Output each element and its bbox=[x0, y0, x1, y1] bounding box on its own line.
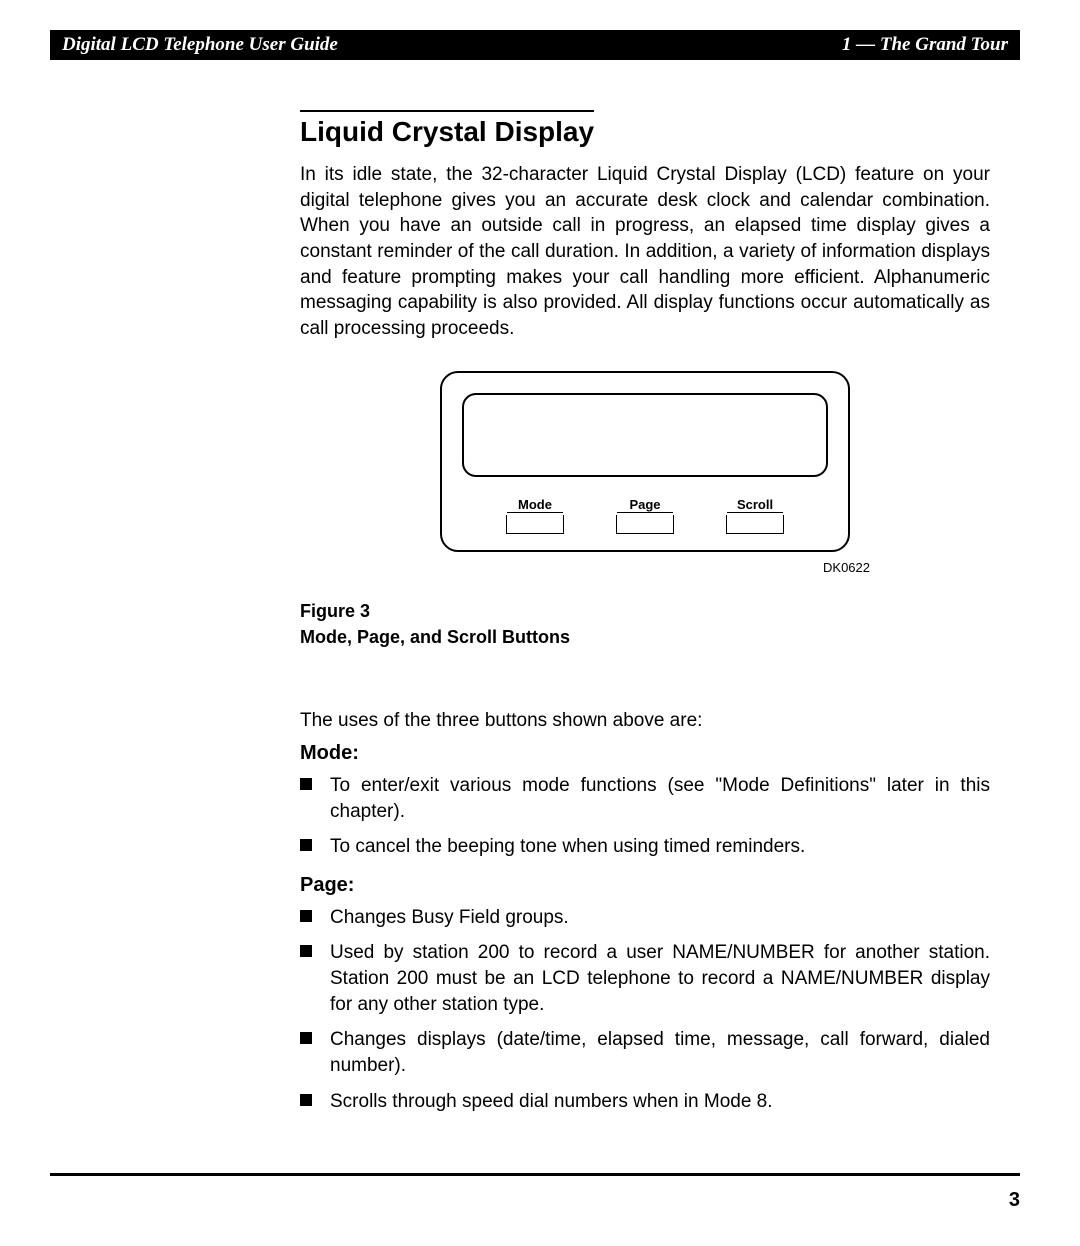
figure-id: DK0622 bbox=[300, 560, 870, 575]
list-item: Used by station 200 to record a user NAM… bbox=[300, 940, 990, 1017]
list-item-text: Used by station 200 to record a user NAM… bbox=[330, 940, 990, 1017]
list-item-text: Changes Busy Field groups. bbox=[330, 905, 990, 931]
button-row: Mode Page Scroll bbox=[462, 497, 828, 534]
bullet-icon bbox=[300, 778, 312, 790]
bullet-icon bbox=[300, 945, 312, 957]
list-item: Scrolls through speed dial numbers when … bbox=[300, 1089, 990, 1115]
list-item: Changes displays (date/time, elapsed tim… bbox=[300, 1027, 990, 1078]
lcd-device-outline: Mode Page Scroll bbox=[440, 371, 850, 552]
button-mode-box bbox=[506, 515, 564, 534]
figure-caption: Figure 3 Mode, Page, and Scroll Buttons bbox=[300, 599, 990, 649]
mode-list: To enter/exit various mode functions (se… bbox=[300, 773, 990, 860]
button-mode: Mode bbox=[506, 497, 564, 534]
page-heading: Page: bbox=[300, 874, 990, 897]
button-page-label: Page bbox=[617, 497, 673, 513]
list-item: To cancel the beeping tone when using ti… bbox=[300, 834, 990, 860]
list-item-text: To cancel the beeping tone when using ti… bbox=[330, 834, 990, 860]
uses-intro: The uses of the three buttons shown abov… bbox=[300, 710, 990, 732]
list-item: Changes Busy Field groups. bbox=[300, 905, 990, 931]
bullet-icon bbox=[300, 910, 312, 922]
button-mode-label: Mode bbox=[507, 497, 563, 513]
list-item-text: Scrolls through speed dial numbers when … bbox=[330, 1089, 990, 1115]
page-list: Changes Busy Field groups. Used by stati… bbox=[300, 905, 990, 1114]
header-chapter-title: 1 — The Grand Tour bbox=[842, 34, 1008, 56]
page-header-bar: Digital LCD Telephone User Guide 1 — The… bbox=[50, 30, 1020, 60]
page-container: Digital LCD Telephone User Guide 1 — The… bbox=[0, 0, 1080, 1246]
button-page-box bbox=[616, 515, 674, 534]
list-item-text: Changes displays (date/time, elapsed tim… bbox=[330, 1027, 990, 1078]
lcd-screen bbox=[462, 393, 828, 477]
bullet-icon bbox=[300, 1094, 312, 1106]
bullet-icon bbox=[300, 839, 312, 851]
button-scroll: Scroll bbox=[726, 497, 784, 534]
button-scroll-label: Scroll bbox=[727, 497, 783, 513]
button-page: Page bbox=[616, 497, 674, 534]
figure-wrap: Mode Page Scroll bbox=[300, 371, 990, 552]
content-column: Liquid Crystal Display In its idle state… bbox=[300, 110, 990, 1114]
mode-heading: Mode: bbox=[300, 742, 990, 765]
list-item: To enter/exit various mode functions (se… bbox=[300, 773, 990, 824]
intro-paragraph: In its idle state, the 32-character Liqu… bbox=[300, 162, 990, 341]
list-item-text: To enter/exit various mode functions (se… bbox=[330, 773, 990, 824]
header-guide-title: Digital LCD Telephone User Guide bbox=[62, 34, 338, 56]
figure-caption-line2: Mode, Page, and Scroll Buttons bbox=[300, 627, 570, 647]
footer-rule bbox=[50, 1173, 1020, 1176]
bullet-icon bbox=[300, 1032, 312, 1044]
figure-caption-line1: Figure 3 bbox=[300, 601, 370, 621]
section-title: Liquid Crystal Display bbox=[300, 110, 594, 148]
button-scroll-box bbox=[726, 515, 784, 534]
page-number: 3 bbox=[1009, 1189, 1020, 1212]
